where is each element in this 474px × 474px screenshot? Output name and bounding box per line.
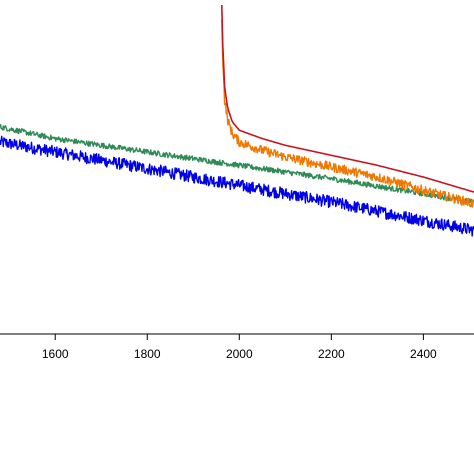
x-tick-label: 2200 <box>318 347 345 361</box>
x-tick-label: 1600 <box>42 347 69 361</box>
series-line-4 <box>221 4 474 193</box>
series-layer <box>0 4 474 237</box>
x-tick-label: 2400 <box>410 347 437 361</box>
series-line-2 <box>0 123 474 206</box>
x-axis-ticks: 1600 1800 2000 2200 2400 <box>42 334 437 361</box>
x-tick-label: 1800 <box>134 347 161 361</box>
x-tick-label: 2000 <box>226 347 253 361</box>
series-line-3 <box>221 19 474 208</box>
series-line-1 <box>0 135 474 237</box>
